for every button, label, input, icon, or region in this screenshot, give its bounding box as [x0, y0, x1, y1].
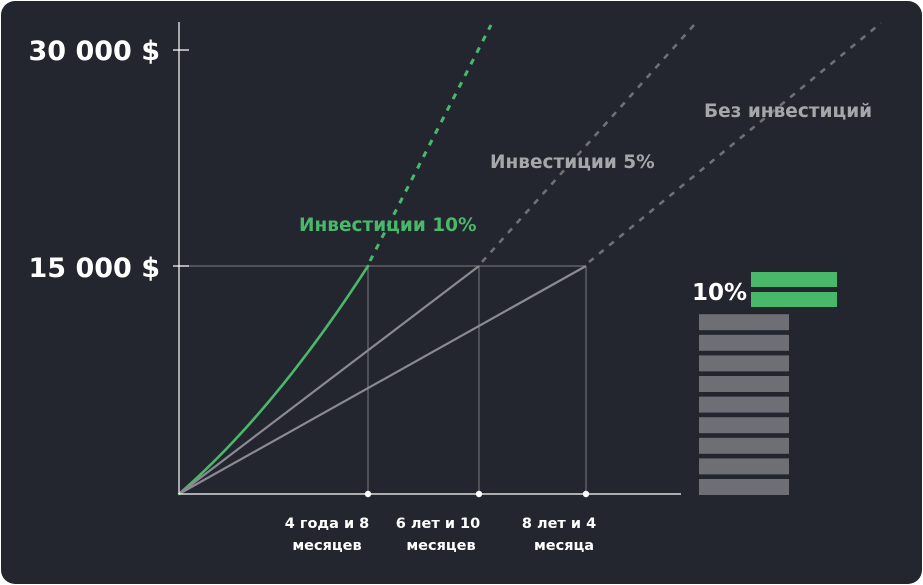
x-tick-label-1-line-2: месяцев	[406, 538, 475, 554]
series-line-2-solid	[178, 265, 587, 495]
stack-bonus-block-1	[751, 272, 837, 287]
series-line-0-solid	[177, 264, 370, 496]
stack-base-block-5	[699, 376, 789, 392]
stack-bonus-block-0	[751, 292, 837, 307]
y-tick-label-30000: 30 000 $	[28, 36, 160, 67]
axes	[178, 22, 681, 495]
x-tick-label-2-line-2: месяца	[534, 538, 594, 554]
series-line-1-solid	[178, 265, 480, 495]
y-ticks: 30 000 $ 15 000 $	[28, 36, 189, 284]
x-tick-dot-1	[475, 490, 483, 498]
series-label-invest-5: Инвестиции 5%	[490, 152, 655, 173]
stack-base-block-8	[699, 314, 789, 331]
stack-base-block-7	[699, 334, 789, 351]
guide-lines	[179, 265, 587, 494]
series-label-no-invest: Без инвестиций	[704, 101, 872, 122]
stack-base-block-6	[699, 355, 789, 372]
series-line-2-dashed	[588, 21, 882, 264]
stack-base-block-1	[699, 458, 789, 475]
x-tick-label-0-line-2: месяцев	[292, 538, 361, 554]
x-tick-label-1-line-1: 6 лет и 10	[396, 516, 480, 532]
stack-base-block-4	[699, 396, 789, 413]
stack-label: 10%	[692, 280, 747, 306]
series-line-1-dashed	[481, 24, 695, 263]
x-tick-dot-2	[582, 490, 590, 498]
series-lines	[177, 21, 882, 496]
x-tick-label-0-line-1: 4 года и 8	[285, 516, 370, 532]
y-tick-label-15000: 15 000 $	[28, 253, 160, 284]
x-tick-dot-0	[364, 490, 372, 498]
stack-base-block-0	[699, 479, 789, 495]
series-labels: Инвестиции 10% Инвестиции 5% Без инвести…	[299, 101, 872, 236]
stack-base-block-2	[699, 437, 789, 454]
stack-base-block-3	[699, 417, 789, 434]
percent-stack	[699, 272, 837, 495]
series-label-invest-10: Инвестиции 10%	[299, 215, 477, 236]
x-tick-label-2-line-1: 8 лет и 4	[522, 516, 596, 532]
x-ticks: 4 года и 8 месяцев 6 лет и 10 месяцев 8 …	[285, 490, 596, 554]
series-line-0-dashed	[368, 24, 493, 262]
